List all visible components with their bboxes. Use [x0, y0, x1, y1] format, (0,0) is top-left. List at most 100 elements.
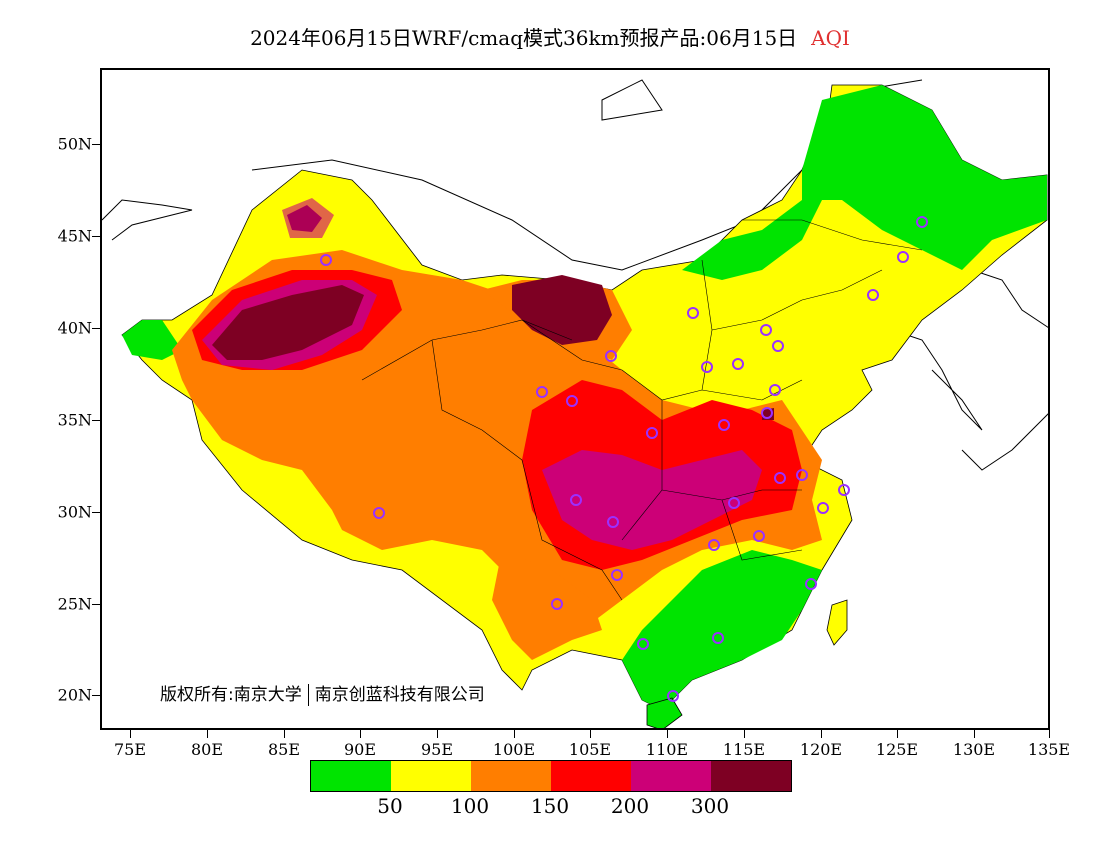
- city-marker: [718, 419, 730, 431]
- city-marker: [637, 638, 649, 650]
- lon-label-110: 110E: [645, 740, 689, 759]
- aqi-zone-darkred-tarim: [212, 285, 364, 360]
- lon-tick: [821, 730, 822, 738]
- legend-swatch: [391, 761, 471, 791]
- city-marker: [611, 569, 623, 581]
- city-marker: [570, 494, 582, 506]
- legend-swatch: [711, 761, 791, 791]
- korea-japan-outline: [891, 269, 1048, 471]
- lon-tick: [514, 730, 515, 738]
- lat-tick: [92, 328, 100, 329]
- city-marker: [646, 427, 658, 439]
- city-marker: [566, 395, 578, 407]
- lon-tick: [437, 730, 438, 738]
- lat-label-50: 50N: [57, 134, 92, 154]
- kazakhstan-outline: [102, 199, 193, 241]
- china-territory: [121, 84, 1048, 728]
- aqi-zone-green-taiwan: [826, 599, 848, 646]
- lon-label-85: 85E: [267, 740, 301, 759]
- city-marker: [687, 307, 699, 319]
- city-marker: [796, 469, 808, 481]
- lon-tick: [1049, 730, 1050, 738]
- aqi-zone-green-northeast: [802, 85, 1047, 270]
- city-marker: [728, 497, 740, 509]
- aqi-zone-green-south: [622, 550, 822, 710]
- city-marker: [916, 216, 928, 228]
- lon-tick: [130, 730, 131, 738]
- city-marker: [805, 578, 817, 590]
- copyright-separator: [307, 684, 309, 706]
- city-marker: [760, 324, 772, 336]
- lat-label-35: 35N: [57, 410, 92, 430]
- city-marker: [551, 598, 563, 610]
- lat-label-40: 40N: [57, 318, 92, 338]
- lat-tick: [92, 236, 100, 237]
- legend-label-50: 50: [377, 794, 403, 818]
- lon-tick: [667, 730, 668, 738]
- aqi-zone-darkred-alxa: [512, 275, 612, 345]
- legend-swatch: [631, 761, 711, 791]
- lon-label-80: 80E: [190, 740, 224, 759]
- city-marker: [607, 516, 619, 528]
- legend-swatch: [551, 761, 631, 791]
- city-marker: [708, 539, 720, 551]
- map-title: 2024年06月15日WRF/cmaq模式36km预报产品:06月15日 AQI: [0, 22, 1100, 51]
- lon-label-125: 125E: [875, 740, 919, 759]
- legend-swatch: [471, 761, 551, 791]
- lat-tick: [92, 144, 100, 145]
- lon-label-135: 135E: [1027, 740, 1071, 759]
- city-marker: [817, 502, 829, 514]
- city-marker: [772, 340, 784, 352]
- city-marker: [897, 251, 909, 263]
- city-marker: [867, 289, 879, 301]
- city-marker: [769, 384, 781, 396]
- sea-area: [601, 79, 663, 121]
- copyright-owner-university: 版权所有:南京大学: [160, 685, 302, 705]
- city-marker: [712, 632, 724, 644]
- aqi-zone-green-west: [122, 320, 182, 360]
- city-marker: [667, 690, 679, 702]
- aqi-zone-green-hainan: [646, 697, 683, 728]
- lat-tick: [92, 512, 100, 513]
- city-markers: [320, 216, 928, 702]
- lon-label-100: 100E: [492, 740, 536, 759]
- title-text: 2024年06月15日WRF/cmaq模式36km预报产品:06月15日: [250, 26, 798, 50]
- lat-tick: [92, 695, 100, 696]
- aqi-zone-purple-sichuan: [542, 450, 762, 550]
- lat-tick: [92, 420, 100, 421]
- aqi-zone-orange-south: [492, 550, 602, 660]
- lon-label-120: 120E: [799, 740, 843, 759]
- legend-label-300: 300: [690, 794, 730, 818]
- city-marker: [753, 530, 765, 542]
- lon-tick: [284, 730, 285, 738]
- lon-label-130: 130E: [952, 740, 996, 759]
- lon-tick: [590, 730, 591, 738]
- city-marker: [732, 358, 744, 370]
- aqi-map: [100, 68, 1050, 730]
- province-borders: [361, 219, 923, 601]
- lon-label-90: 90E: [343, 740, 377, 759]
- lat-label-45: 45N: [57, 226, 92, 246]
- aqi-map-canvas: [102, 79, 1048, 728]
- copyright-notice: 版权所有:南京大学 南京创蓝科技有限公司: [160, 680, 485, 706]
- legend-label-100: 100: [450, 794, 490, 818]
- lon-label-105: 105E: [568, 740, 612, 759]
- copyright-owner-company: 南京创蓝科技有限公司: [314, 685, 485, 705]
- city-marker: [373, 507, 385, 519]
- lon-label-115: 115E: [722, 740, 766, 759]
- lon-label-95: 95E: [420, 740, 454, 759]
- lon-tick: [744, 730, 745, 738]
- city-marker: [536, 386, 548, 398]
- aqi-color-legend: [310, 760, 792, 792]
- lat-label-30: 30N: [57, 502, 92, 522]
- city-marker: [701, 361, 713, 373]
- lon-tick: [974, 730, 975, 738]
- city-marker: [838, 484, 850, 496]
- lon-label-75: 75E: [113, 740, 147, 759]
- city-marker: [774, 472, 786, 484]
- lon-tick: [207, 730, 208, 738]
- title-variable: AQI: [811, 26, 850, 50]
- lat-tick: [92, 604, 100, 605]
- city-marker: [320, 254, 332, 266]
- lon-tick: [897, 730, 898, 738]
